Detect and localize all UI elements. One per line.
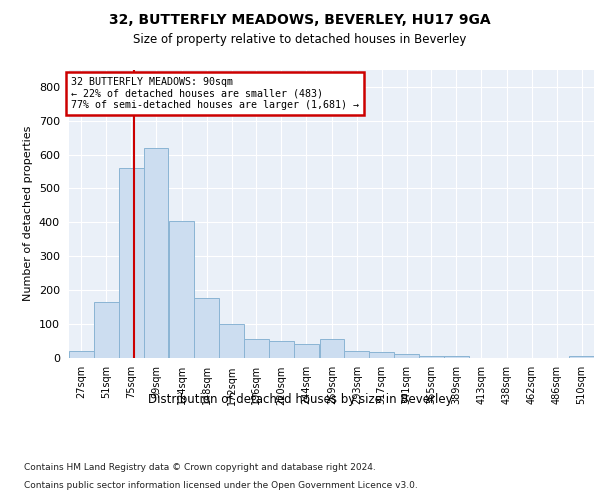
Bar	[394, 354, 419, 358]
Text: 32, BUTTERFLY MEADOWS, BEVERLEY, HU17 9GA: 32, BUTTERFLY MEADOWS, BEVERLEY, HU17 9G…	[109, 12, 491, 26]
Bar	[344, 350, 369, 358]
Bar	[94, 302, 119, 358]
Bar	[320, 339, 344, 357]
Y-axis label: Number of detached properties: Number of detached properties	[23, 126, 33, 302]
Bar	[194, 298, 219, 358]
Bar	[569, 356, 594, 358]
Bar	[169, 220, 194, 358]
Text: 32 BUTTERFLY MEADOWS: 90sqm
← 22% of detached houses are smaller (483)
77% of se: 32 BUTTERFLY MEADOWS: 90sqm ← 22% of det…	[71, 77, 359, 110]
Bar	[244, 339, 269, 357]
Text: Contains HM Land Registry data © Crown copyright and database right 2024.: Contains HM Land Registry data © Crown c…	[24, 464, 376, 472]
Text: Contains public sector information licensed under the Open Government Licence v3: Contains public sector information licen…	[24, 481, 418, 490]
Bar	[219, 324, 244, 358]
Text: Size of property relative to detached houses in Beverley: Size of property relative to detached ho…	[133, 32, 467, 46]
Bar	[143, 148, 169, 358]
Text: Distribution of detached houses by size in Beverley: Distribution of detached houses by size …	[148, 392, 452, 406]
Bar	[269, 340, 294, 357]
Bar	[69, 350, 94, 358]
Bar	[119, 168, 143, 358]
Bar	[294, 344, 319, 358]
Bar	[369, 352, 394, 358]
Bar	[419, 356, 444, 358]
Bar	[444, 356, 469, 358]
